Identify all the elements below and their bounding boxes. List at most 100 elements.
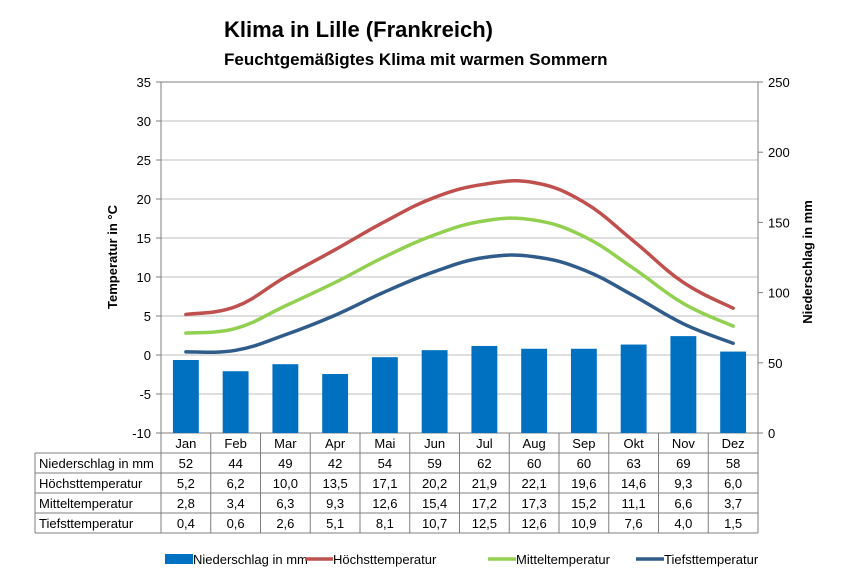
left-axis-ticks: 35 30 25 20 15 10 5 0 -5 -10 [132, 75, 161, 441]
plot-area-frame [160, 81, 759, 434]
table-cell: 15,2 [571, 496, 596, 511]
left-tick-label: 35 [137, 75, 151, 90]
data-table: Jan Feb Mar Apr Mai Jun Jul Aug Sep Okt Nov Dez Nied… [34, 433, 759, 534]
table-cell: 9,3 [326, 496, 344, 511]
table-cell: 12,6 [521, 516, 546, 531]
legend-label: Mitteltemperatur [516, 552, 611, 567]
legend-label: Höchsttemperatur [333, 552, 437, 567]
table-cell: 17,3 [521, 496, 546, 511]
precipitation-bar [620, 344, 647, 433]
x-tick-label: Sep [572, 436, 595, 451]
table-cell: 10,0 [273, 476, 298, 491]
left-tick-label: 20 [137, 192, 151, 207]
right-axis-ticks: 250 200 150 100 50 0 [758, 75, 790, 441]
table-cell: 0,6 [227, 516, 245, 531]
x-tick-label: Dez [722, 436, 745, 451]
table-cell: 3,7 [724, 496, 742, 511]
table-cell: 21,9 [472, 476, 497, 491]
precipitation-bar [172, 359, 199, 433]
table-cell: 6,0 [724, 476, 742, 491]
chart-title: Klima in Lille (Frankreich) [224, 17, 493, 42]
table-cell: 44 [228, 456, 242, 471]
temperature-lines [184, 179, 735, 355]
gridlines [161, 81, 758, 434]
table-cell: 6,6 [674, 496, 692, 511]
table-cell: 69 [676, 456, 690, 471]
table-cell: 4,0 [674, 516, 692, 531]
right-tick-label: 100 [768, 286, 790, 301]
table-cell: 5,2 [177, 476, 195, 491]
x-tick-label: Jun [424, 436, 445, 451]
table-cell: 19,6 [571, 476, 596, 491]
precipitation-bar [471, 345, 498, 433]
left-tick-label: -5 [139, 387, 151, 402]
x-tick-label: Mar [274, 436, 297, 451]
x-tick-label: Jul [476, 436, 493, 451]
table-row-header: Niederschlag in mm [39, 456, 154, 471]
table-cell: 15,4 [422, 496, 447, 511]
table-cell: 5,1 [326, 516, 344, 531]
right-tick-label: 0 [768, 426, 775, 441]
x-tick-label: Okt [624, 436, 645, 451]
x-tick-label: Feb [224, 436, 246, 451]
left-tick-label: 5 [144, 309, 151, 324]
precipitation-bar [421, 350, 448, 433]
table-cell: 60 [577, 456, 591, 471]
precipitation-bar [720, 351, 747, 433]
x-tick-label: Nov [672, 436, 696, 451]
precipitation-bar [272, 364, 299, 433]
precipitation-bar [322, 374, 349, 433]
table-cell: 11,1 [621, 496, 645, 511]
table-cell: 3,4 [227, 496, 245, 511]
table-cell: 14,6 [621, 476, 646, 491]
right-tick-label: 150 [768, 215, 790, 230]
table-cell: 63 [626, 456, 640, 471]
table-row-header: Tiefsttemperatur [39, 516, 134, 531]
left-tick-label: 25 [137, 153, 151, 168]
table-cell: 12,6 [372, 496, 397, 511]
left-tick-label: 0 [144, 348, 151, 363]
left-tick-label: 30 [137, 114, 151, 129]
table-row-header: Höchsttemperatur [39, 476, 143, 491]
table-cell: 7,6 [625, 516, 643, 531]
line-mitteltemperatur [184, 216, 735, 335]
left-tick-label: -10 [132, 426, 151, 441]
precipitation-bar [371, 357, 398, 433]
table-cell: 17,2 [472, 496, 497, 511]
table-cell: 59 [427, 456, 441, 471]
x-tick-label: Mai [374, 436, 395, 451]
table-cell: 20,2 [422, 476, 447, 491]
precipitation-bar [570, 348, 597, 433]
right-tick-label: 200 [768, 145, 790, 160]
table-cell: 10,7 [422, 516, 447, 531]
left-tick-label: 10 [137, 270, 151, 285]
right-tick-label: 50 [768, 356, 782, 371]
line-tiefsttemperatur [184, 253, 735, 355]
left-tick-label: 15 [137, 231, 151, 246]
table-cell: 58 [726, 456, 740, 471]
precipitation-bar [521, 348, 548, 433]
line-h-chsttemperatur [184, 179, 735, 317]
table-cell: 62 [477, 456, 491, 471]
precipitation-bar [222, 371, 249, 433]
right-tick-label: 250 [768, 75, 790, 90]
table-cell: 60 [527, 456, 541, 471]
x-tick-label: Aug [523, 436, 546, 451]
x-tick-label: Apr [325, 436, 346, 451]
legend-swatch-bar [165, 554, 193, 564]
table-cell: 6,2 [227, 476, 245, 491]
table-cell: 9,3 [674, 476, 692, 491]
precipitation-bar [670, 336, 697, 433]
left-axis-label: Temperatur in °C [105, 204, 120, 309]
table-cell: 22,1 [521, 476, 546, 491]
table-row-header: Mitteltemperatur [39, 496, 134, 511]
table-cell: 17,1 [372, 476, 397, 491]
table-cell: 2,6 [276, 516, 294, 531]
table-cell: 1,5 [724, 516, 742, 531]
table-cell: 54 [378, 456, 392, 471]
precipitation-bars [172, 336, 747, 433]
legend: Niederschlag in mm Höchsttemperatur Mittel… [165, 552, 759, 567]
table-cell: 49 [278, 456, 292, 471]
table-cell: 52 [179, 456, 193, 471]
